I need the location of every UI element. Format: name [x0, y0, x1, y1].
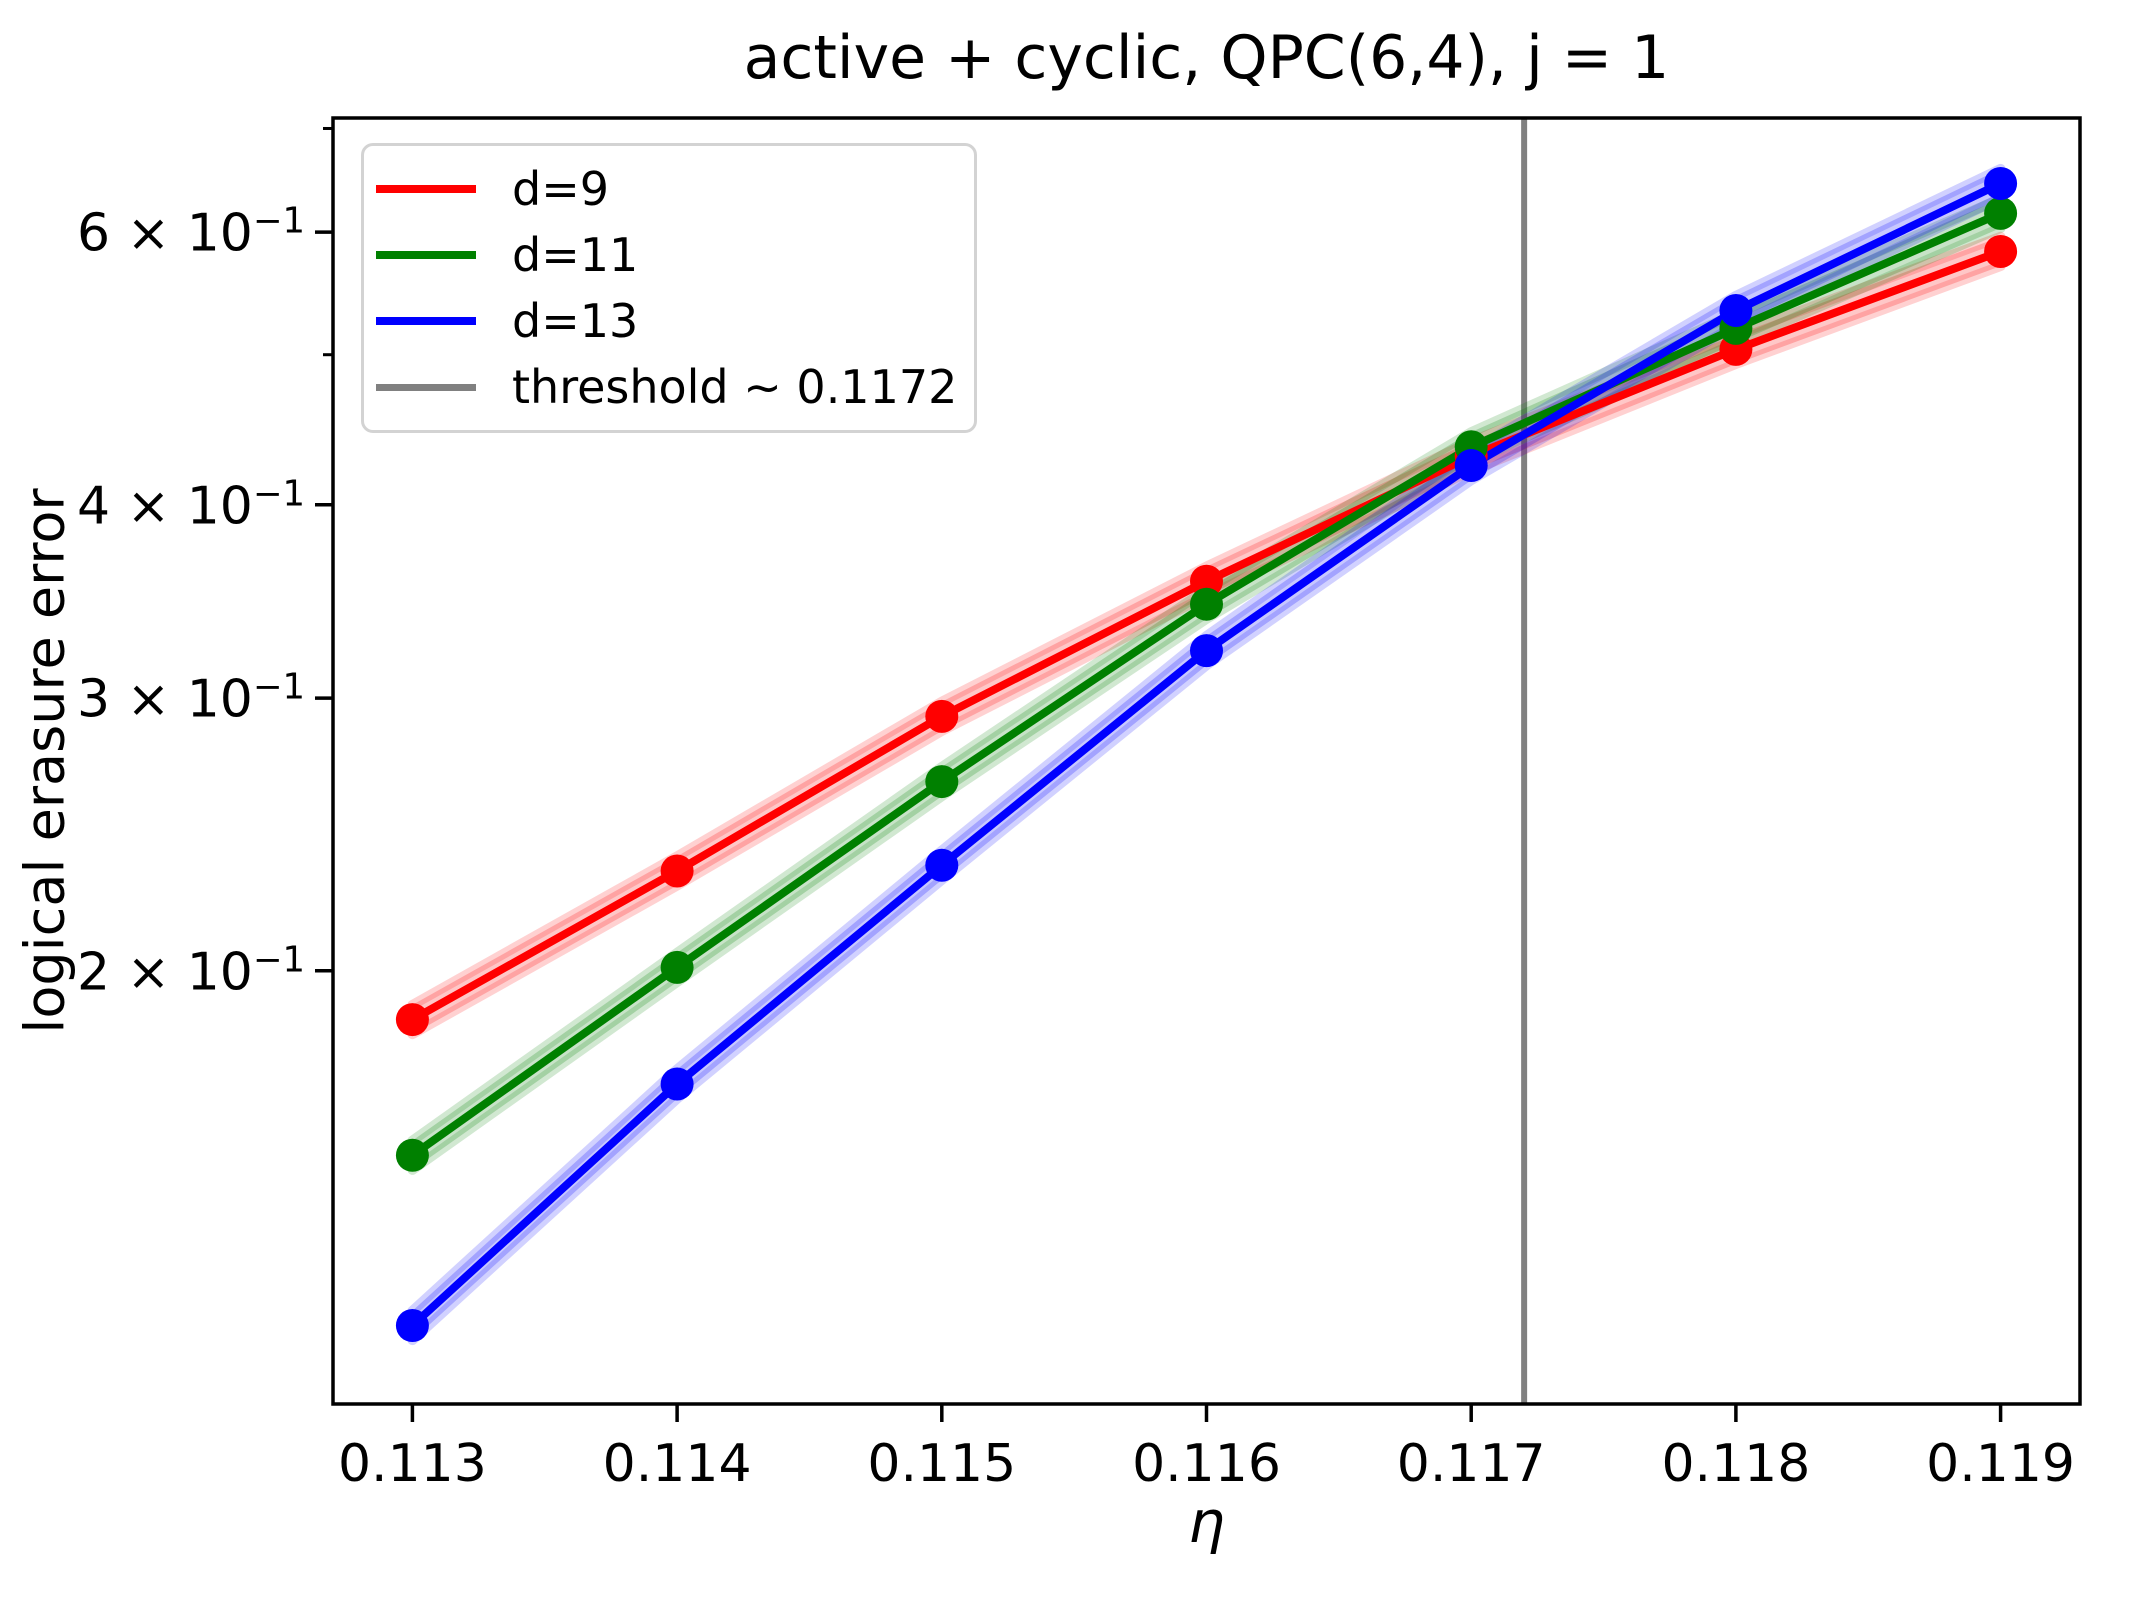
legend-line-blue-icon [376, 317, 476, 325]
y-tick-label: 4 × 10−1 [76, 473, 305, 537]
marker-d=13 [1719, 293, 1753, 327]
marker-d=9 [1190, 564, 1223, 598]
y-tick-label: 6 × 10−1 [76, 200, 305, 264]
x-tick-label: 0.117 [1396, 1434, 1546, 1494]
legend: d=9 d=11 d=13 threshold ~ 0.1172 [361, 143, 977, 433]
legend-item-d11: d=11 [376, 223, 974, 287]
y-tick-label: 3 × 10−1 [76, 666, 305, 730]
marker-d=9 [660, 854, 694, 888]
x-tick-label: 0.119 [1926, 1434, 2076, 1494]
x-tick-label: 0.113 [337, 1434, 487, 1494]
x-tick-label: 0.115 [867, 1434, 1017, 1494]
marker-d=13 [1190, 634, 1223, 668]
legend-item-threshold: threshold ~ 0.1172 [376, 355, 974, 419]
chart-title: active + cyclic, QPC(6,4), j = 1 [743, 23, 1670, 93]
x-tick-label: 0.114 [602, 1434, 752, 1494]
legend-line-red-icon [376, 185, 476, 193]
legend-line-green-icon [376, 251, 476, 259]
marker-d=11 [395, 1138, 429, 1172]
x-tick-label: 0.118 [1661, 1434, 1811, 1494]
marker-d=13 [1454, 449, 1488, 483]
marker-d=11 [1190, 587, 1223, 621]
marker-d=13 [1984, 167, 2018, 201]
marker-d=13 [925, 848, 959, 882]
x-axis-label: η [1188, 1488, 1225, 1556]
marker-d=13 [395, 1309, 429, 1343]
marker-d=11 [660, 950, 694, 984]
legend-label: threshold ~ 0.1172 [512, 360, 958, 414]
marker-d=9 [925, 699, 959, 733]
marker-d=11 [1984, 196, 2018, 230]
x-tick-label: 0.116 [1132, 1434, 1281, 1494]
legend-label: d=11 [512, 228, 639, 282]
marker-d=13 [660, 1067, 694, 1101]
legend-label: d=9 [512, 162, 610, 216]
legend-line-gray-icon [376, 383, 476, 391]
y-tick-label: 2 × 10−1 [76, 939, 305, 1003]
marker-d=9 [395, 1003, 429, 1037]
legend-item-d9: d=9 [376, 157, 974, 221]
legend-item-d13: d=13 [376, 289, 974, 353]
marker-d=9 [1984, 234, 2018, 268]
marker-d=11 [925, 765, 959, 799]
legend-label: d=13 [512, 294, 639, 348]
